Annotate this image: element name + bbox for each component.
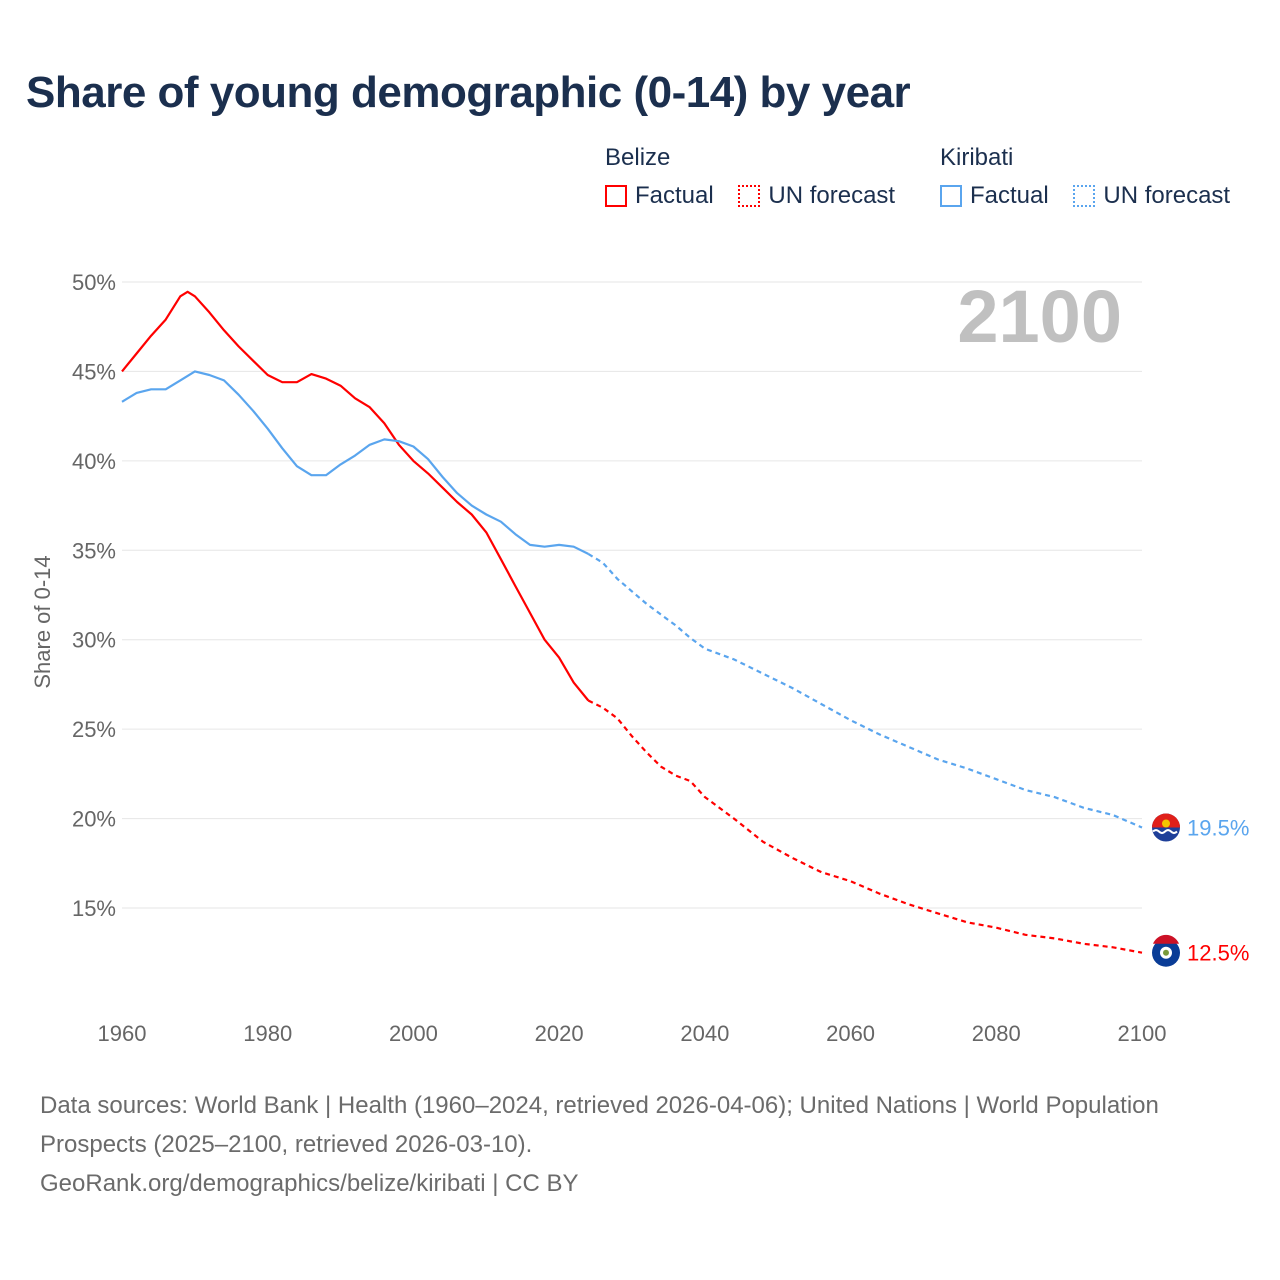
data-sources: Data sources: World Bank | Health (1960–… [40,1092,1159,1158]
legend-label: UN forecast [1103,182,1231,209]
y-tick-label: 20% [72,807,116,832]
x-tick-label: 1980 [243,1021,292,1046]
year-display: 2100 [957,275,1122,358]
y-tick-label: 45% [72,359,116,384]
series-belize-forecast-line [587,699,1143,954]
y-tick-label: 35% [72,538,116,563]
chart-title: Share of young demographic (0-14) by yea… [26,68,911,117]
y-tick-label: 50% [72,270,116,295]
flag-kiribati-icon [1152,813,1181,842]
legend-label: UN forecast [768,182,896,209]
series-belize-factual-line [121,290,590,702]
solid-swatch-icon [940,185,962,207]
footer: Data sources: World Bank | Health (1960–… [40,1086,1240,1203]
y-tick-label: 40% [72,449,116,474]
x-tick-label: 2080 [972,1021,1021,1046]
legend-label: Factual [970,182,1049,209]
legend-belize-factual[interactable]: Factual [605,182,714,210]
series-kiribati-factual-line [121,370,589,555]
legend-kiribati-forecast[interactable]: UN forecast [1073,182,1230,210]
x-tick-label: 2100 [1118,1021,1167,1046]
dotted-swatch-icon [738,185,761,207]
legend-label: Factual [635,182,714,209]
y-tick-label: 15% [72,896,116,921]
series-kiribati-forecast-line [587,552,1143,829]
x-tick-label: 2000 [389,1021,438,1046]
credit-link[interactable]: GeoRank.org/demographics/belize/kiribati… [40,1170,579,1197]
flag-belize-icon [1163,949,1169,956]
y-tick-label: 25% [72,717,116,742]
legend-kiribati-factual[interactable]: Factual [940,182,1049,210]
end-value-label: 12.5% [1187,941,1249,966]
legend-kiribati: Kiribati Factual UN forecast [940,144,1230,214]
legend-country-name: Kiribati [940,144,1014,171]
legend-country-name: Belize [605,144,671,171]
x-tick-label: 1960 [98,1021,147,1046]
dotted-swatch-icon [1073,185,1096,207]
flag-belize-icon [1152,934,1180,967]
x-tick-label: 2020 [535,1021,584,1046]
flag-kiribati-icon [1152,829,1178,835]
solid-swatch-icon [605,185,627,207]
x-tick-label: 2060 [826,1021,875,1046]
legend-belize: Belize Factual UN forecast [605,144,913,214]
y-axis-label: Share of 0-14 [30,555,55,688]
end-value-label: 19.5% [1187,816,1249,841]
flag-belize-icon [1153,934,1179,944]
legend-belize-forecast[interactable]: UN forecast [738,182,895,210]
flag-kiribati-icon [1162,819,1170,828]
y-tick-label: 30% [72,628,116,653]
x-tick-label: 2040 [680,1021,729,1046]
